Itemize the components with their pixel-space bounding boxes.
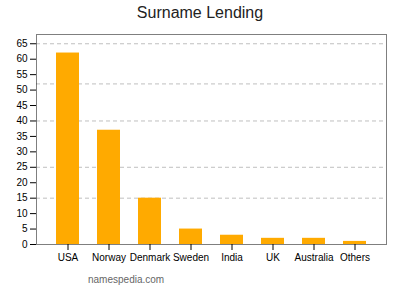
svg-text:25: 25 — [16, 161, 28, 172]
svg-text:55: 55 — [16, 69, 28, 80]
svg-text:15: 15 — [16, 192, 28, 203]
svg-text:Denmark: Denmark — [130, 252, 172, 263]
svg-text:10: 10 — [16, 208, 28, 219]
svg-text:65: 65 — [16, 38, 28, 49]
html-text:namespedia.com: namespedia.com — [88, 274, 165, 285]
svg-text:40: 40 — [16, 115, 28, 126]
svg-text:0: 0 — [22, 239, 28, 250]
svg-text:UK: UK — [266, 252, 280, 263]
svg-text:35: 35 — [16, 131, 28, 142]
svg-text:Norway: Norway — [92, 252, 126, 263]
svg-text:USA: USA — [58, 252, 79, 263]
html-text:Surname Lending: Surname Lending — [136, 4, 264, 21]
svg-text:5: 5 — [22, 223, 28, 234]
svg-text:20: 20 — [16, 177, 28, 188]
svg-text:Sweden: Sweden — [173, 252, 209, 263]
svg-text:45: 45 — [16, 100, 28, 111]
svg-text:India: India — [221, 252, 243, 263]
svg-text:60: 60 — [16, 53, 28, 64]
svg-text:30: 30 — [16, 146, 28, 157]
svg-text:Others: Others — [340, 252, 370, 263]
svg-text:50: 50 — [16, 84, 28, 95]
svg-text:Australia: Australia — [295, 252, 334, 263]
